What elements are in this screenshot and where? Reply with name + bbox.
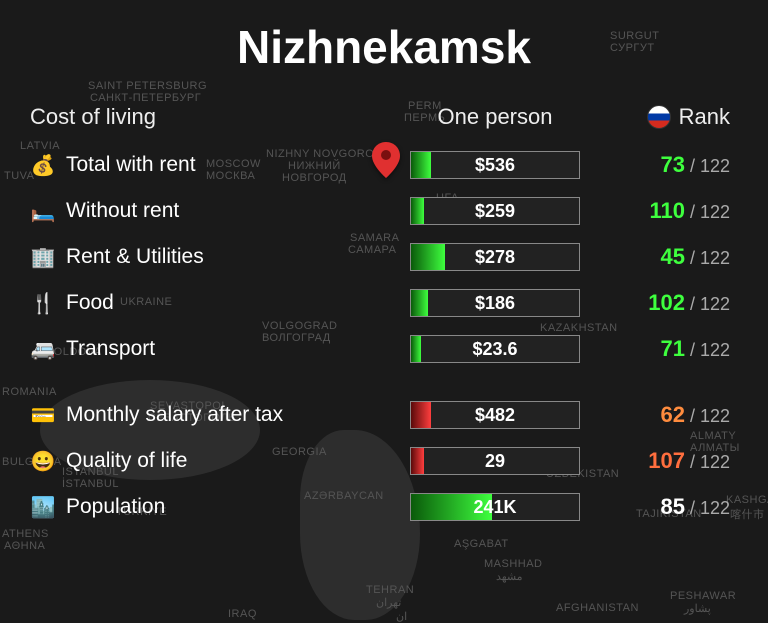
- metric-label-text: Total with rent: [66, 153, 196, 177]
- map-label: MASHHAD: [484, 558, 543, 570]
- rank-number: 110: [649, 198, 685, 223]
- metric-value: $278: [475, 247, 515, 268]
- metric-icon: 💳: [30, 403, 56, 428]
- metric-bar: $23.6: [410, 326, 580, 372]
- metric-label: 🍴 Food: [30, 282, 410, 325]
- metric-value: $23.6: [472, 339, 517, 360]
- metric-icon: 💰: [30, 153, 56, 178]
- bar-fill: [411, 448, 424, 474]
- rank-number: 45: [660, 244, 684, 269]
- metric-value: $536: [475, 155, 515, 176]
- metric-label: 🛏️ Without rent: [30, 190, 410, 233]
- metric-label-text: Monthly salary after tax: [66, 403, 283, 427]
- map-label: پشاور: [684, 602, 711, 615]
- metric-bar: $259: [410, 188, 580, 234]
- metric-label: 🏢 Rent & Utilities: [30, 236, 410, 279]
- metric-value: 29: [485, 451, 505, 472]
- metric-value: 241K: [473, 497, 516, 518]
- metric-rank: 107 / 122: [580, 439, 738, 483]
- bar-fill: [411, 244, 445, 270]
- bar-fill: [411, 336, 421, 362]
- flag-icon: [647, 105, 671, 129]
- rank-total: / 122: [685, 498, 730, 518]
- metric-rank: 73 / 122: [580, 143, 738, 187]
- metric-icon: 🛏️: [30, 199, 56, 224]
- metric-bar: 29: [410, 438, 580, 484]
- rank-number: 73: [660, 152, 684, 177]
- rank-total: / 122: [685, 340, 730, 360]
- metric-label-text: Rent & Utilities: [66, 245, 204, 269]
- map-label: AFGHANISTAN: [556, 602, 639, 614]
- page-title: Nizhnekamsk: [30, 20, 738, 74]
- metric-label-text: Population: [66, 495, 165, 519]
- bar-fill: [411, 402, 431, 428]
- map-label: PESHAWAR: [670, 590, 736, 602]
- metric-label: 🚐 Transport: [30, 328, 410, 371]
- metric-value: $482: [475, 405, 515, 426]
- map-label: IRAQ: [228, 608, 257, 620]
- metric-label: 💳 Monthly salary after tax: [30, 394, 410, 437]
- rank-total: / 122: [685, 248, 730, 268]
- metric-bar: 241K: [410, 484, 580, 530]
- rank-total: / 122: [685, 156, 730, 176]
- row-spacer: [30, 372, 738, 392]
- metric-value: $186: [475, 293, 515, 314]
- map-label: TEHRAN: [366, 584, 414, 596]
- metric-label: 🏙️ Population: [30, 486, 410, 529]
- metric-label: 😀 Quality of life: [30, 440, 410, 483]
- location-pin-icon: [372, 142, 400, 183]
- metric-rank: 62 / 122: [580, 393, 738, 437]
- metric-label: 💰 Total with rent: [30, 144, 410, 187]
- rank-number: 62: [660, 402, 684, 427]
- metric-label-text: Food: [66, 291, 114, 315]
- header-rank: Rank: [580, 104, 738, 142]
- map-label: تهران: [376, 596, 401, 609]
- bar-fill: [411, 198, 424, 224]
- content-panel: Nizhnekamsk Cost of living One person Ra…: [0, 0, 768, 550]
- metric-rank: 45 / 122: [580, 235, 738, 279]
- header-one-person: One person: [410, 104, 580, 142]
- metric-rank: 110 / 122: [580, 189, 738, 233]
- rank-total: / 122: [685, 202, 730, 222]
- metric-bar: $278: [410, 234, 580, 280]
- metric-bar: $482: [410, 392, 580, 438]
- map-label: ان: [396, 610, 407, 623]
- metric-label-text: Without rent: [66, 199, 179, 223]
- rank-total: / 122: [685, 294, 730, 314]
- metric-bar: $536: [410, 142, 580, 188]
- bar-fill: [411, 152, 431, 178]
- rank-number: 102: [648, 290, 685, 315]
- metric-label-text: Quality of life: [66, 449, 187, 473]
- metric-icon: 😀: [30, 449, 56, 474]
- metric-value: $259: [475, 201, 515, 222]
- rank-total: / 122: [685, 406, 730, 426]
- metric-icon: 🏙️: [30, 495, 56, 520]
- metric-rank: 102 / 122: [580, 281, 738, 325]
- header-rank-label: Rank: [679, 104, 730, 130]
- map-label: مشهد: [496, 570, 523, 583]
- header-cost: Cost of living: [30, 104, 410, 142]
- rank-number: 71: [660, 336, 684, 361]
- metric-icon: 🚐: [30, 337, 56, 362]
- metric-bar: $186: [410, 280, 580, 326]
- metric-rank: 71 / 122: [580, 327, 738, 371]
- metric-icon: 🏢: [30, 245, 56, 270]
- rank-total: / 122: [685, 452, 730, 472]
- rank-number: 85: [660, 494, 684, 519]
- bar-fill: [411, 290, 428, 316]
- metric-label-text: Transport: [66, 337, 155, 361]
- rank-number: 107: [648, 448, 685, 473]
- metric-icon: 🍴: [30, 291, 56, 316]
- metric-rank: 85 / 122: [580, 485, 738, 529]
